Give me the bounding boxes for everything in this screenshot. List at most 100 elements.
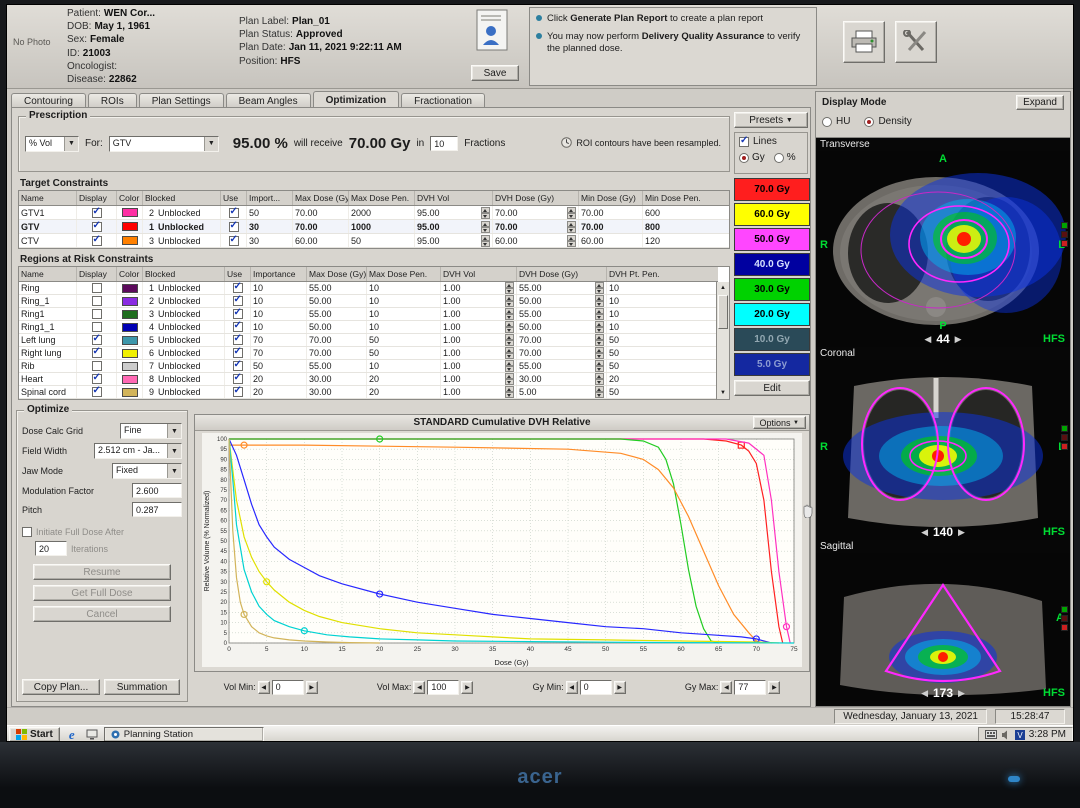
roi-color-swatch[interactable] [121,322,138,332]
dvh-pt-pen-cell[interactable]: 50 [609,348,620,358]
lines-checkbox[interactable] [739,135,749,147]
dvh-dose-cell[interactable]: 55.00 [517,282,607,294]
value-spinner[interactable] [595,334,604,346]
min-dose-pen-cell[interactable]: 600 [645,207,661,218]
resume-button[interactable]: Resume [33,564,171,580]
axis-range-input[interactable]: 100 [427,679,460,695]
importance-cell[interactable]: 20 [251,386,307,398]
dvh-vol-cell[interactable]: 1.00 [441,373,517,385]
roi-color-swatch[interactable] [121,283,138,293]
importance-cell[interactable]: 10 [251,295,307,307]
display-checkbox[interactable] [91,334,102,345]
blocked-cell[interactable]: Unblocked [158,322,201,332]
importance-cell[interactable]: 50 [251,360,307,372]
dose-legend-item[interactable]: 70.0 Gy [734,178,810,201]
dvh-dose-cell[interactable]: 70.00 [517,347,607,359]
decrement-icon[interactable]: ◀ [413,680,426,694]
dvh-dose-cell[interactable]: 70.00 [493,206,579,219]
dvh-dose-cell[interactable]: 70.00 [493,220,579,233]
max-dose-cell[interactable]: 55.00 [307,282,367,294]
max-dose-pen-cell[interactable]: 10 [367,282,441,294]
importance-cell[interactable]: 70 [251,347,307,359]
prescription-mode-combo[interactable]: % Vol ▼ [25,135,79,152]
max-dose-pen-cell[interactable]: 10 [367,295,441,307]
dvh-vol-cell[interactable]: 1.00 [441,321,517,333]
next-slice-icon[interactable]: ▶ [958,687,965,698]
get-full-dose-button[interactable]: Get Full Dose [33,585,171,601]
roi-name-cell[interactable]: Ring1_1 [19,321,77,333]
legend-edit-button[interactable]: Edit [734,380,810,396]
display-checkbox[interactable] [91,296,102,306]
max-dose-pen-cell[interactable]: 1000 [349,220,415,233]
max-dose-cell[interactable]: 55.00 [307,360,367,372]
display-checkbox[interactable] [91,220,102,232]
fractions-input[interactable]: 10 [430,136,459,151]
volume-tray-icon[interactable] [1001,730,1011,740]
max-dose-cell[interactable]: 30.00 [307,373,367,385]
tab[interactable]: Contouring [11,93,86,108]
blocked-cell[interactable]: Unblocked [158,335,201,345]
dvh-vol-cell[interactable]: 1.00 [441,360,517,372]
value-spinner[interactable] [567,220,576,233]
roi-color-swatch[interactable] [121,335,138,345]
dvh-vol-cell[interactable]: 1.00 [441,334,517,346]
roi-name-cell[interactable]: CTV [19,234,77,247]
save-button[interactable]: Save [471,65,519,81]
max-dose-pen-cell[interactable]: 10 [367,321,441,333]
dose-legend-item[interactable]: 40.0 Gy [734,253,810,276]
quick-launch-browser-icon[interactable]: e [68,726,75,742]
blocked-cell[interactable]: Unblocked [158,296,201,306]
dvh-vol-cell[interactable]: 95.00 [415,234,493,247]
sagittal-view[interactable]: A ◀ 173 ▶ HFS [816,553,1070,701]
blocked-cell[interactable]: Unblocked [158,309,201,319]
prev-slice-icon[interactable]: ◀ [924,333,932,344]
value-spinner[interactable] [505,347,514,359]
expand-button[interactable]: Expand [1016,95,1064,110]
use-checkbox[interactable] [228,206,239,218]
roi-color-swatch[interactable] [121,222,138,231]
dvh-pt-pen-cell[interactable]: 50 [609,361,620,371]
use-checkbox[interactable] [232,347,243,358]
value-spinner[interactable] [505,373,514,385]
value-spinner[interactable] [595,321,604,333]
value-spinner[interactable] [505,386,514,398]
dvh-dose-cell[interactable]: 30.00 [517,373,607,385]
plan-report-icon[interactable] [475,9,515,55]
unit-gy-radio[interactable] [739,152,749,163]
value-spinner[interactable] [595,295,604,307]
increment-icon[interactable]: ▶ [768,680,781,694]
dose-calc-grid-combo[interactable]: Fine ▼ [120,423,182,439]
dvh-dose-cell[interactable]: 50.00 [517,295,607,307]
dvh-vol-cell[interactable]: 1.00 [441,347,517,359]
roi-name-cell[interactable]: Left lung [19,334,77,346]
use-checkbox[interactable] [228,220,239,232]
value-spinner[interactable] [505,334,514,346]
value-spinner[interactable] [505,321,514,333]
max-dose-pen-cell[interactable]: 20 [367,386,441,398]
coronal-view[interactable]: R L ◀ 140 ▶ HFS [816,360,1070,540]
dose-legend-item[interactable]: 50.0 Gy [734,228,810,251]
dvh-dose-cell[interactable]: 5.00 [517,386,607,398]
tab[interactable]: ROIs [87,93,137,108]
value-spinner[interactable] [595,347,604,359]
value-spinner[interactable] [595,386,604,398]
decrement-icon[interactable]: ◀ [565,680,578,694]
presets-button[interactable]: Presets ▼ [734,112,808,128]
min-dose-cell[interactable]: 70.00 [579,206,643,219]
dvh-dose-cell[interactable]: 50.00 [517,321,607,333]
dvh-pt-pen-cell[interactable]: 50 [609,335,620,345]
scroll-down-icon[interactable]: ▼ [720,390,726,396]
roi-name-cell[interactable]: GTV [19,220,77,233]
use-checkbox[interactable] [228,234,239,246]
display-checkbox[interactable] [91,309,102,319]
jaw-mode-combo[interactable]: Fixed ▼ [112,463,182,479]
dose-legend-item[interactable]: 20.0 Gy [734,303,810,326]
max-dose-pen-cell[interactable]: 50 [367,347,441,359]
modulation-factor-input[interactable]: 2.600 [132,483,182,498]
dvh-pt-pen-cell[interactable]: 20 [609,374,620,384]
blocked-cell[interactable]: Unblocked [158,348,201,358]
